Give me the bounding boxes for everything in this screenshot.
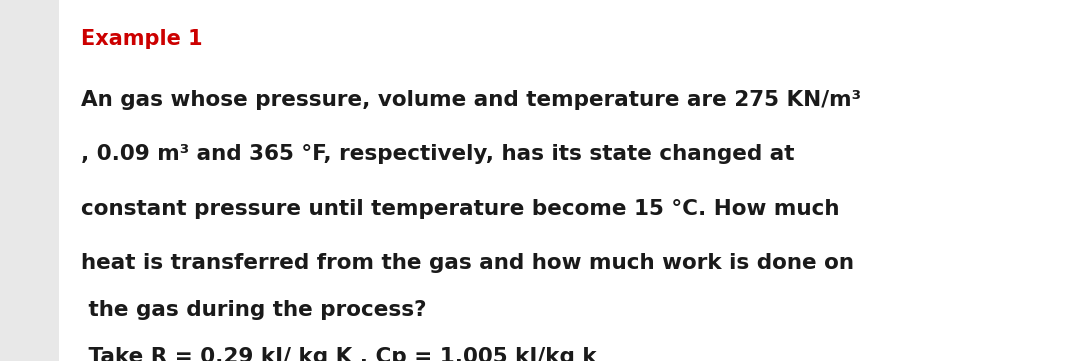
Text: heat is transferred from the gas and how much work is done on: heat is transferred from the gas and how… [81, 253, 854, 273]
Text: the gas during the process?: the gas during the process? [81, 300, 427, 319]
Text: An gas whose pressure, volume and temperature are 275 KN/m³: An gas whose pressure, volume and temper… [81, 90, 861, 110]
Text: Example 1: Example 1 [81, 29, 203, 49]
FancyBboxPatch shape [59, 0, 1080, 361]
Text: Take R = 0.29 kJ/ kg K , Cp = 1.005 kJ/kg k: Take R = 0.29 kJ/ kg K , Cp = 1.005 kJ/k… [81, 347, 596, 361]
Text: , 0.09 m³ and 365 °F, respectively, has its state changed at: , 0.09 m³ and 365 °F, respectively, has … [81, 144, 795, 164]
Text: constant pressure until temperature become 15 °C. How much: constant pressure until temperature beco… [81, 199, 839, 218]
